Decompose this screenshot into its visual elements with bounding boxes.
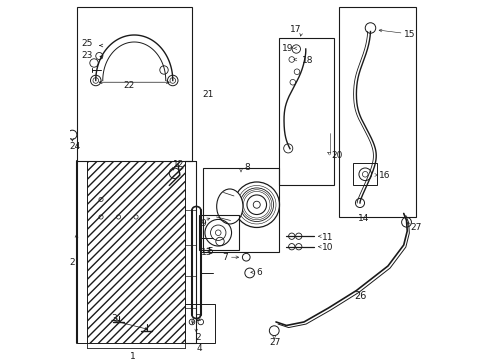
- Text: 14: 14: [357, 214, 368, 223]
- Text: 11: 11: [322, 233, 333, 242]
- Text: 2: 2: [69, 258, 75, 267]
- Text: 8: 8: [244, 163, 250, 172]
- Bar: [279, 39, 333, 185]
- Bar: [352, 163, 377, 185]
- Bar: [87, 161, 184, 343]
- Text: 16: 16: [378, 171, 389, 180]
- Ellipse shape: [216, 189, 243, 224]
- Text: 3: 3: [111, 314, 117, 323]
- Text: 23: 23: [81, 51, 92, 60]
- Text: 17: 17: [289, 25, 301, 34]
- Bar: [202, 168, 279, 252]
- Text: 27: 27: [268, 338, 280, 347]
- Bar: [338, 7, 415, 217]
- Bar: [199, 215, 239, 250]
- Text: 10: 10: [322, 243, 333, 252]
- Circle shape: [295, 233, 301, 239]
- Text: 25: 25: [81, 39, 92, 48]
- Text: 7: 7: [221, 253, 227, 262]
- Text: 21: 21: [202, 90, 213, 99]
- Circle shape: [295, 244, 301, 250]
- Text: 12: 12: [172, 160, 184, 169]
- Text: 4: 4: [197, 344, 202, 353]
- Text: 6: 6: [256, 269, 262, 278]
- Text: 18: 18: [301, 57, 312, 66]
- Text: 2: 2: [195, 314, 201, 323]
- Text: 5: 5: [207, 247, 213, 256]
- Text: 26: 26: [354, 291, 366, 301]
- Text: 2: 2: [195, 333, 201, 342]
- Text: 1: 1: [129, 352, 135, 360]
- Text: 19: 19: [282, 44, 293, 53]
- Text: 20: 20: [330, 151, 342, 160]
- Text: 15: 15: [404, 31, 415, 40]
- Circle shape: [288, 244, 294, 250]
- Text: 22: 22: [123, 81, 134, 90]
- Text: 27: 27: [410, 223, 421, 232]
- Bar: [184, 305, 214, 343]
- Bar: [76, 7, 192, 161]
- Text: 13: 13: [201, 248, 212, 257]
- Text: 24: 24: [69, 143, 81, 152]
- Text: 9: 9: [200, 219, 205, 228]
- Circle shape: [288, 233, 294, 239]
